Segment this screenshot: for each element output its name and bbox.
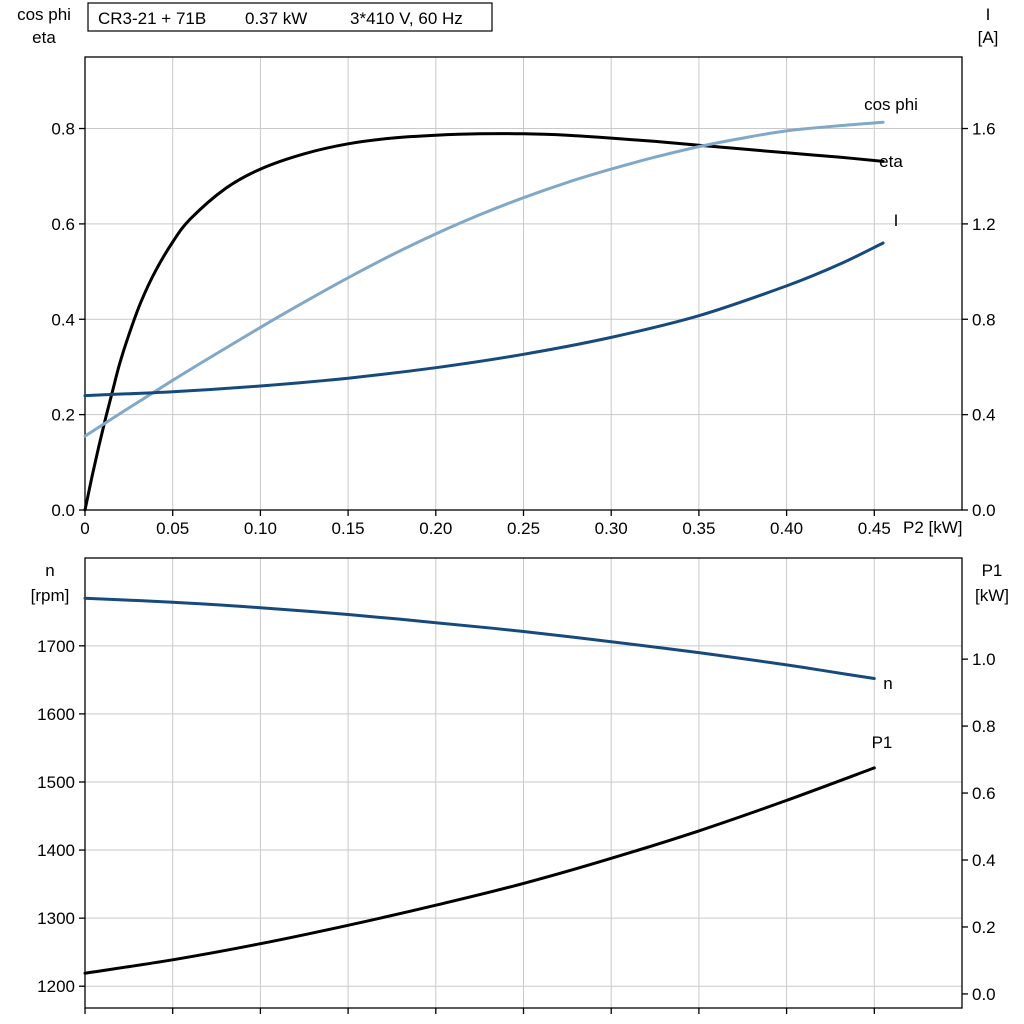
x-tick-label: 0.10	[244, 519, 277, 538]
left-tick-label: 1700	[37, 637, 75, 656]
top-chart: 0 0.05 0.10 0.15 0.20 0.25 0.30 0.35 0.40 0.45 0.0…	[17, 2, 999, 538]
left-tick-label: 1200	[37, 977, 75, 996]
title-text: 0.37 kW	[245, 9, 307, 28]
right-axis-unit-label: [kW]	[975, 586, 1009, 605]
curve-eta	[83, 132, 885, 512]
left-tick-label: 0.4	[51, 310, 75, 329]
curve-label-n: n	[883, 674, 892, 693]
curve-label-eta: eta	[879, 152, 903, 171]
x-tick-label: 0.25	[507, 519, 540, 538]
x-tick-label: 0.05	[156, 519, 189, 538]
right-tick-label: 0.6	[972, 784, 996, 803]
left-axis-unit-label: n	[45, 561, 54, 580]
right-axis-unit-label: P1	[982, 561, 1003, 580]
x-tick-label: 0	[80, 519, 89, 538]
right-tick-label: 0.4	[972, 406, 996, 425]
left-axis-unit-label: [rpm]	[31, 586, 70, 605]
right-tick-label: 0.0	[972, 985, 996, 1004]
x-tick-label: 0.15	[332, 519, 365, 538]
left-tick-label: 0.8	[51, 120, 75, 139]
title-text: CR3-21 + 71B	[98, 9, 206, 28]
left-tick-label: 1400	[37, 841, 75, 860]
right-axis-unit-label: I	[986, 5, 991, 24]
curve-p1	[83, 766, 876, 975]
left-tick-label: 1600	[37, 705, 75, 724]
curve-i	[83, 241, 885, 398]
right-tick-label: 1.6	[972, 120, 996, 139]
right-tick-label: 0.2	[972, 918, 996, 937]
title-text: 3*410 V, 60 Hz	[350, 9, 463, 28]
right-tick-label: 0.8	[972, 717, 996, 736]
curve-label-i: I	[894, 211, 899, 230]
left-tick-label: 1300	[37, 909, 75, 928]
curve-n	[83, 596, 876, 680]
right-tick-label: 0.8	[972, 310, 996, 329]
x-tick-label: 0.40	[770, 519, 803, 538]
x-tick-label: 0.45	[858, 519, 891, 538]
x-tick-label: 0.35	[682, 519, 715, 538]
right-tick-label: 0.4	[972, 851, 996, 870]
right-tick-label: 1.0	[972, 650, 996, 669]
right-tick-label: 1.2	[972, 215, 996, 234]
left-tick-label: 0.6	[51, 215, 75, 234]
curve-label-p1: P1	[872, 733, 893, 752]
right-axis-unit-label: [A]	[978, 28, 999, 47]
x-tick-label: 0.20	[419, 519, 452, 538]
curve-label-cos-phi: cos phi	[864, 95, 918, 114]
left-tick-label: 0.2	[51, 406, 75, 425]
left-axis-unit-label: cos phi	[17, 5, 71, 24]
right-tick-label: 0.0	[972, 501, 996, 520]
curve-cos-phi	[83, 120, 885, 438]
bottom-chart: 1200 1300 1400 1500 1600 1700 0.0 0.2 0.4 0.6 0.8 1…	[31, 557, 1009, 1014]
x-tick-label: 0.30	[595, 519, 628, 538]
left-tick-label: 1500	[37, 773, 75, 792]
left-axis-unit-label: eta	[32, 28, 56, 47]
left-tick-label: 0.0	[51, 501, 75, 520]
title-box	[87, 2, 493, 32]
x-axis-unit-label: P2 [kW]	[903, 518, 963, 537]
